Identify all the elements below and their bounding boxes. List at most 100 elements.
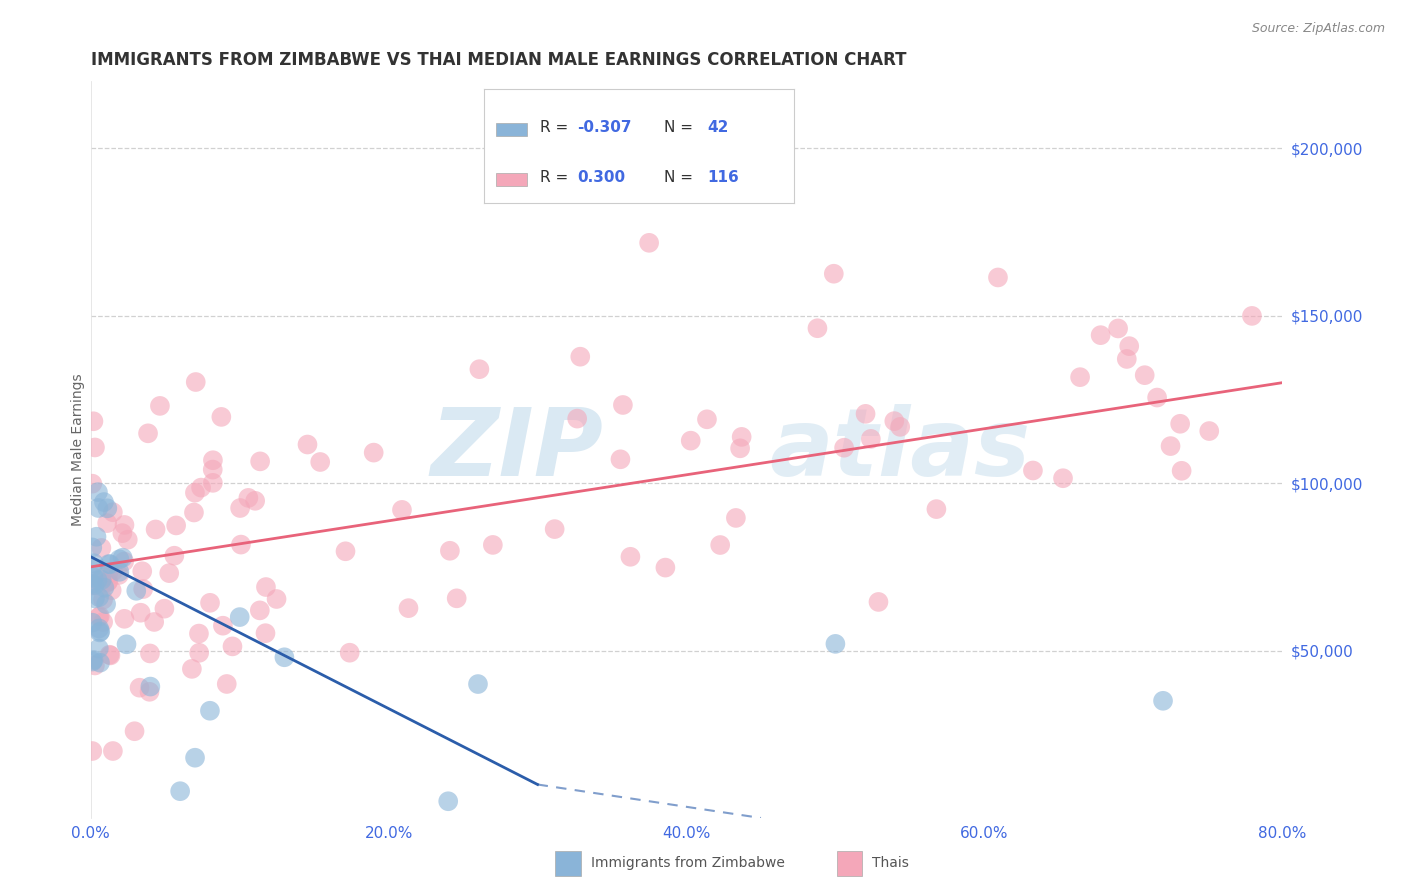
Point (184, 485, 207, 500)
Point (612, 398, 634, 412)
Point (89, 624, 111, 639)
Point (254, 626, 277, 640)
Point (91, 615, 114, 629)
Point (91, 570, 114, 584)
Point (567, 411, 589, 425)
Point (709, 538, 731, 552)
Point (90, 573, 112, 587)
Point (229, 501, 252, 516)
Point (87, 590, 110, 604)
Point (128, 681, 150, 695)
Point (209, 409, 232, 424)
Point (724, 511, 747, 525)
Point (569, 350, 592, 364)
Point (153, 601, 176, 615)
Point (987, 270, 1010, 285)
Point (832, 441, 855, 455)
Point (243, 493, 266, 508)
Point (679, 434, 702, 448)
Point (89, 656, 111, 670)
Point (482, 538, 505, 552)
Point (89, 609, 111, 624)
Point (131, 564, 153, 578)
Point (125, 583, 148, 598)
Point (188, 626, 211, 640)
Point (87, 485, 110, 500)
Point (696, 412, 718, 426)
Point (82, 578, 104, 592)
Point (1198, 424, 1220, 438)
Point (609, 452, 631, 467)
Point (254, 580, 277, 594)
Point (1168, 417, 1191, 431)
Point (82, 615, 104, 630)
Point (730, 430, 752, 444)
Point (89, 625, 111, 640)
Point (111, 526, 134, 541)
Point (391, 503, 413, 517)
Point (249, 603, 271, 617)
Text: ZIP: ZIP (430, 404, 603, 496)
Point (1118, 339, 1140, 353)
Point (1240, 309, 1263, 323)
Point (543, 522, 565, 536)
Point (309, 455, 332, 469)
Point (806, 321, 828, 335)
Point (728, 442, 751, 456)
Point (83, 556, 105, 570)
Point (1152, 694, 1174, 708)
Point (1069, 370, 1091, 384)
Point (228, 610, 250, 624)
Point (1022, 463, 1045, 477)
Point (83, 653, 105, 667)
Point (114, 517, 136, 532)
Point (889, 420, 911, 434)
Text: Immigrants from Zimbabwe: Immigrants from Zimbabwe (591, 856, 785, 871)
Point (437, 794, 460, 808)
Point (139, 647, 162, 661)
Point (132, 582, 155, 596)
Point (97, 575, 120, 590)
Point (221, 640, 243, 654)
Point (87, 622, 110, 636)
Point (1107, 321, 1129, 335)
Point (149, 399, 172, 413)
Point (86, 530, 108, 544)
Point (855, 407, 877, 421)
Point (619, 549, 641, 564)
Point (90, 541, 112, 555)
Point (94, 597, 117, 611)
Point (180, 662, 202, 676)
Point (87, 500, 110, 515)
Point (249, 454, 271, 468)
Point (112, 612, 135, 626)
Point (82, 576, 104, 591)
Point (201, 462, 224, 476)
Point (145, 523, 167, 537)
Point (139, 680, 162, 694)
Point (93, 495, 115, 509)
Point (84, 441, 107, 455)
Point (212, 618, 235, 632)
Point (339, 646, 361, 660)
Point (82, 414, 104, 428)
Point (215, 677, 238, 691)
Point (868, 595, 890, 609)
Point (1090, 328, 1112, 343)
Point (1052, 471, 1074, 485)
Point (1146, 391, 1168, 405)
Point (824, 637, 846, 651)
Text: Thais: Thais (872, 856, 908, 871)
Point (201, 475, 224, 490)
Point (157, 566, 180, 581)
Point (98, 558, 121, 572)
Point (188, 646, 211, 660)
Point (129, 606, 152, 620)
Point (201, 453, 224, 467)
Point (238, 491, 260, 505)
Point (467, 677, 489, 691)
Point (136, 426, 159, 441)
Point (335, 544, 357, 558)
Point (83, 570, 105, 584)
Point (925, 502, 948, 516)
